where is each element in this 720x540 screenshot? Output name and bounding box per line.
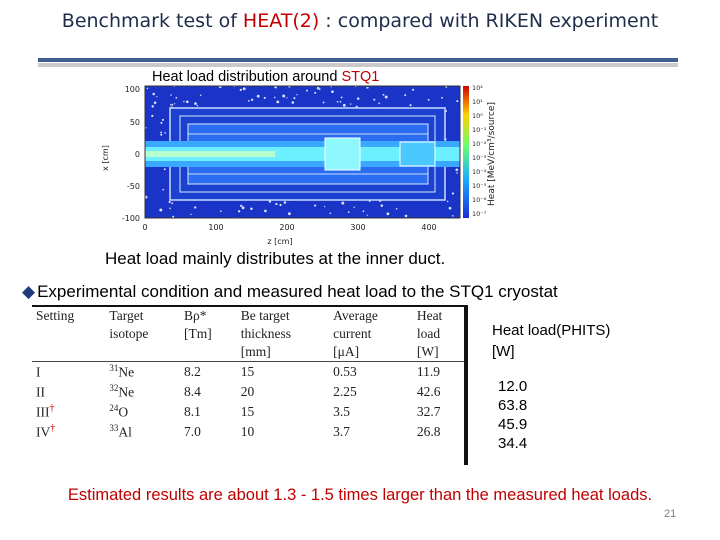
table-row: II 32Ne 8.4 20 2.25 42.6 bbox=[36, 383, 441, 400]
conclusion-note: Estimated results are about 1.3 - 1.5 ti… bbox=[67, 486, 653, 504]
phits-header: Heat load(PHITS) [W] bbox=[492, 322, 611, 360]
x-tick: 300 bbox=[350, 223, 365, 232]
y-tick: 0 bbox=[135, 150, 140, 159]
col-header: thickness bbox=[240, 326, 291, 341]
phits-value: 34.4 bbox=[498, 435, 528, 452]
heat-map-figure: 100 50 0 -50 -100 x [cm] 0 100 200 300 4… bbox=[101, 84, 497, 246]
colorbar-tick: 10² bbox=[472, 84, 483, 92]
phits-values: 12.0 63.8 45.9 34.4 bbox=[498, 377, 527, 453]
table-side-band bbox=[464, 305, 468, 465]
y-axis-label: x [cm] bbox=[101, 145, 110, 171]
bullet-line: ◆ Experimental condition and measured hea… bbox=[22, 282, 558, 301]
col-header: Average bbox=[333, 308, 378, 323]
col-header: [W] bbox=[416, 344, 439, 359]
colorbar-tick: 10⁻⁴ bbox=[472, 168, 487, 176]
col-header: current bbox=[333, 326, 372, 341]
slide-title: Benchmark test of HEAT(2) : compared wit… bbox=[61, 10, 659, 32]
x-tick: 200 bbox=[279, 223, 294, 232]
colorbar-tick: 10¹ bbox=[472, 98, 483, 106]
colorbar-tick: 10⁻⁵ bbox=[472, 182, 487, 190]
diamond-bullet-icon: ◆ bbox=[22, 282, 36, 301]
y-tick: -100 bbox=[122, 214, 140, 223]
table-row: IV† 33Al 7.0 10 3.7 26.8 bbox=[36, 423, 441, 440]
figure-caption: Heat load mainly distributes at the inne… bbox=[105, 249, 446, 268]
table-row: I 31Ne 8.2 15 0.53 11.9 bbox=[32, 361, 466, 383]
title-rule-blue bbox=[38, 58, 678, 62]
y-tick: -50 bbox=[127, 182, 140, 191]
page-number: 21 bbox=[664, 508, 677, 520]
col-header: [μA] bbox=[333, 344, 360, 359]
colorbar-tick: 10⁻¹ bbox=[472, 126, 487, 134]
x-tick: 0 bbox=[142, 223, 147, 232]
x-tick: 100 bbox=[208, 223, 223, 232]
colorbar-tick: 10⁻⁷ bbox=[472, 210, 487, 218]
colorbar-tick: 10⁻³ bbox=[472, 154, 487, 162]
phits-value: 45.9 bbox=[498, 416, 528, 433]
col-header: [mm] bbox=[240, 344, 271, 359]
col-header: Target bbox=[109, 308, 144, 323]
figure-label: Heat load distribution around STQ1 bbox=[152, 69, 380, 85]
col-header: Bρ* bbox=[184, 308, 207, 323]
colorbar-tick: 10⁻² bbox=[472, 140, 487, 148]
title-rule-gray bbox=[38, 63, 678, 67]
y-tick: 50 bbox=[130, 118, 140, 127]
colorbar-tick: 10⁰ bbox=[472, 112, 483, 120]
col-header: isotope bbox=[109, 326, 149, 341]
col-header: Be target bbox=[240, 308, 290, 323]
col-header: [Tm] bbox=[184, 326, 212, 341]
col-header: Heat bbox=[416, 308, 443, 323]
x-axis-label: z [cm] bbox=[267, 237, 292, 246]
phits-value: 12.0 bbox=[498, 378, 528, 395]
col-header: Setting bbox=[36, 308, 75, 323]
experiment-table: Setting Target Bρ* Be target Average Hea… bbox=[32, 305, 466, 465]
col-header: load bbox=[416, 326, 441, 341]
table-row: III† 24O 8.1 15 3.5 32.7 bbox=[36, 403, 441, 420]
colorbar-tick: 10⁻⁶ bbox=[472, 196, 487, 204]
y-tick: 100 bbox=[125, 85, 140, 94]
phits-value: 63.8 bbox=[498, 397, 528, 414]
colorbar-label: Heat [MeV/cm³/source] bbox=[487, 102, 497, 206]
x-tick: 400 bbox=[421, 223, 436, 232]
